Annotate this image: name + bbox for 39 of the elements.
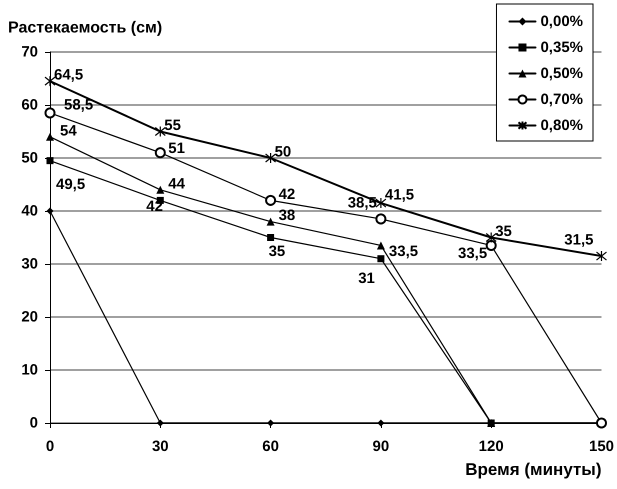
- data-label: 38: [278, 207, 296, 224]
- legend-label: 0,00%: [540, 13, 584, 30]
- data-label: 54: [60, 122, 78, 140]
- legend-label: 0,70%: [540, 91, 584, 108]
- data-label: 41,5: [384, 186, 414, 204]
- data-label: 31,5: [564, 232, 594, 249]
- y-tick-label: 70: [21, 44, 38, 60]
- y-axis-title: Растекаемость (см): [8, 20, 162, 36]
- x-tick-label: 60: [262, 438, 279, 455]
- legend-label: 0,50%: [540, 65, 584, 82]
- x-axis-title: Время (минуты): [465, 460, 602, 479]
- data-label: 58,5: [64, 96, 94, 114]
- data-label: 55: [164, 117, 181, 134]
- data-label: 49,5: [56, 176, 86, 194]
- y-tick-label: 30: [21, 256, 38, 272]
- y-tick-label: 10: [21, 362, 38, 378]
- y-tick-label: 60: [21, 96, 38, 114]
- data-label: 50: [274, 144, 292, 160]
- data-label: 33,5: [458, 244, 488, 262]
- legend-label: 0,35%: [540, 39, 584, 56]
- data-label: 31: [358, 270, 375, 288]
- x-tick-label: 150: [588, 438, 614, 455]
- y-tick-label: 50: [21, 150, 38, 166]
- data-label: 35: [495, 223, 512, 240]
- x-tick-label: 90: [372, 438, 390, 455]
- data-label: 44: [168, 175, 186, 192]
- data-label: 35: [268, 243, 286, 260]
- y-tick-label: 20: [21, 308, 38, 326]
- legend-label: 0,80%: [540, 117, 584, 134]
- data-label: 51: [168, 140, 185, 158]
- data-label: 64,5: [54, 66, 84, 84]
- x-tick-label: 0: [46, 438, 54, 455]
- data-label: 33,5: [388, 242, 418, 260]
- data-label: 42: [278, 186, 296, 203]
- x-tick-label: 120: [478, 438, 504, 455]
- data-label: 38,5: [348, 194, 377, 212]
- y-tick-label: 0: [30, 414, 38, 432]
- y-tick-label: 40: [21, 202, 38, 220]
- x-tick-label: 30: [152, 438, 169, 455]
